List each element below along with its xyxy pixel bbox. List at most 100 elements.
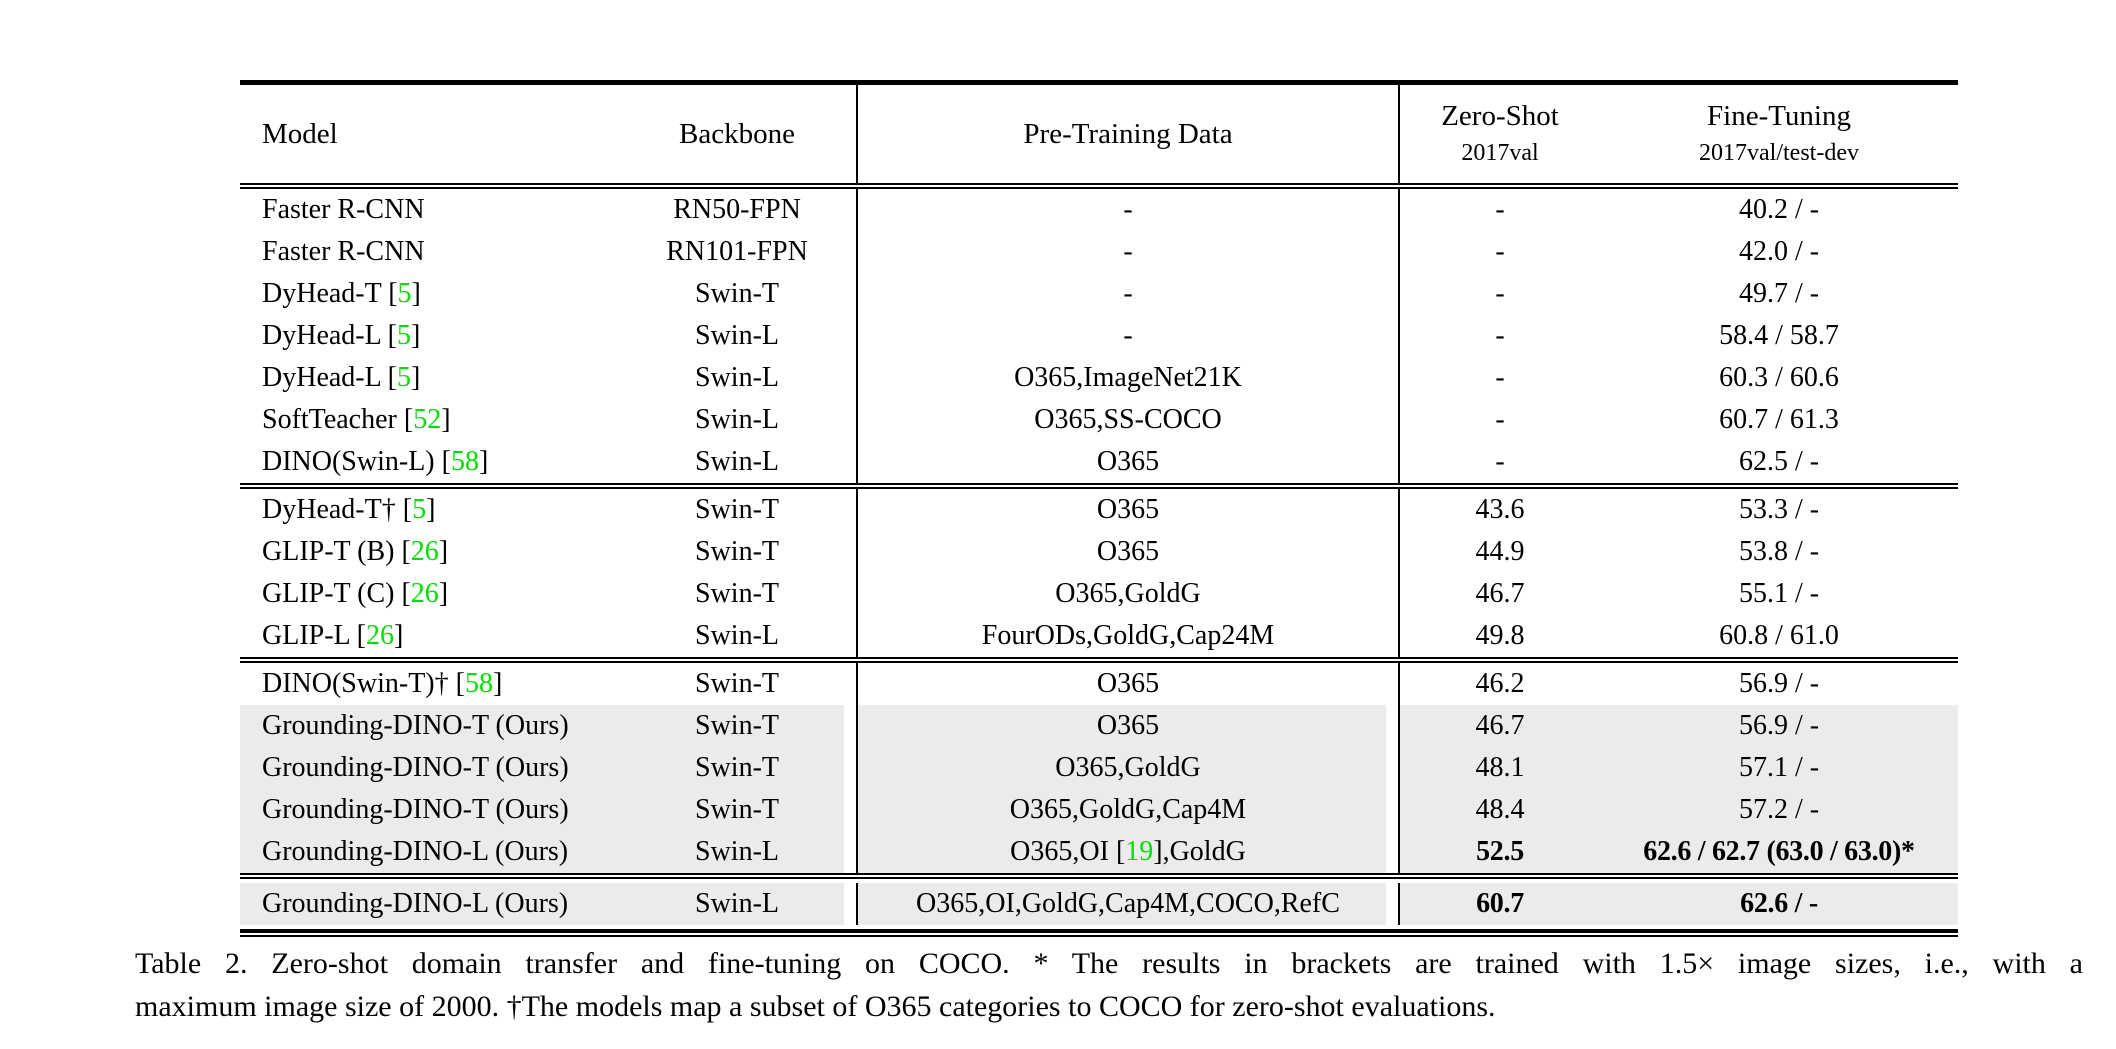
cell-model: DyHead-L [5] (262, 362, 421, 393)
cell-backbone: Swin-L (618, 831, 858, 873)
cell-backbone: Swin-L (618, 441, 858, 483)
table-row: DyHead-T† [5] Swin-T O365 43.6 53.3 / - (240, 489, 1958, 531)
cell-fine-tuning: 56.9 / - (1600, 705, 1958, 747)
cell-pretrain: O365 (858, 441, 1400, 483)
cell-pretrain: O365,GoldG (858, 747, 1400, 789)
zero-shot-subtitle: 2017val (1461, 139, 1539, 166)
cell-zero-shot: 49.8 (1475, 620, 1525, 651)
cell-pretrain: - (858, 315, 1400, 357)
citation-ref: 58 (450, 446, 479, 477)
cell-fine-tuning: 60.3 / 60.6 (1719, 362, 1839, 393)
citation-ref: 26 (365, 620, 394, 651)
cell-model: GLIP-L [26] (262, 620, 404, 651)
table-row: Grounding-DINO-L (Ours) Swin-L O365,OI,Gol… (240, 883, 1958, 925)
table-row: DyHead-T [5] Swin-T - -49.7 / - (240, 273, 1958, 315)
cell-backbone: Swin-L (618, 399, 858, 441)
table-row: Grounding-DINO-T (Ours) Swin-T O365 46.7 56.… (240, 705, 1958, 747)
cell-model: GLIP-T (C) [26] (262, 578, 449, 609)
cell-backbone: Swin-T (618, 789, 858, 831)
citation-ref: 52 (413, 404, 442, 435)
cell-pretrain: - (858, 231, 1400, 273)
cell-model: DyHead-T† [5] (262, 494, 436, 525)
cell-pretrain: FourODs,GoldG,Cap24M (858, 615, 1400, 657)
table-top-rule (240, 80, 1958, 85)
header-separator-rule (240, 183, 1958, 189)
table-row: Grounding-DINO-T (Ours) Swin-T O365,GoldG 4… (240, 747, 1958, 789)
citation-ref: 5 (412, 494, 427, 525)
cell-backbone: RN101-FPN (618, 231, 858, 273)
citation-ref: 26 (410, 578, 439, 609)
column-header-fine-tuning: Fine-Tuning 2017val/test-dev (1600, 85, 1958, 183)
cell-zero-shot: - (1495, 320, 1505, 351)
table-block-1: Faster R-CNN RN50-FPN - -40.2 / - Faster R-C… (240, 189, 1958, 483)
cell-model: DyHead-T [5] (262, 278, 421, 309)
cell-pretrain: O365,ImageNet21K (858, 357, 1400, 399)
results-table: Model Backbone Pre-Training Data Zero-Sh… (240, 80, 1958, 937)
table-row: GLIP-T (C) [26] Swin-T O365,GoldG 46.7 55.1 … (240, 573, 1958, 615)
cell-backbone: Swin-L (618, 883, 858, 925)
cell-model: Faster R-CNN (262, 194, 425, 225)
table-row: Faster R-CNN RN101-FPN - -42.0 / - (240, 231, 1958, 273)
cell-zero-shot: 46.2 (1475, 668, 1525, 699)
citation-ref: 5 (397, 278, 412, 309)
cell-pretrain: O365,OI,GoldG,Cap4M,COCO,RefC (858, 883, 1400, 925)
table-row: GLIP-T (B) [26] Swin-T O365 44.9 53.8 / - (240, 531, 1958, 573)
cell-backbone: Swin-T (618, 747, 858, 789)
cell-fine-tuning: 62.5 / - (1738, 446, 1820, 477)
table-block-4: Grounding-DINO-L (Ours) Swin-L O365,OI,Gol… (240, 883, 1958, 925)
cell-pretrain: O365,OI [19],GoldG (858, 831, 1400, 873)
cell-zero-shot: 44.9 (1475, 536, 1525, 567)
cell-zero-shot: - (1495, 362, 1505, 393)
cell-pretrain: O365,GoldG (858, 573, 1400, 615)
cell-fine-tuning: 57.1 / - (1600, 747, 1958, 789)
cell-model: Grounding-DINO-L (Ours) (240, 831, 618, 873)
citation-ref: 5 (397, 362, 412, 393)
cell-zero-shot: 46.7 (1475, 578, 1525, 609)
cell-fine-tuning: 56.9 / - (1738, 668, 1820, 699)
table-row: SoftTeacher [52] Swin-L O365,SS-COCO - 60.7 … (240, 399, 1958, 441)
cell-model: Grounding-DINO-T (Ours) (240, 747, 618, 789)
cell-zero-shot: 52.5 (1400, 831, 1600, 873)
table-row: DyHead-L [5] Swin-L - -58.4 / 58.7 (240, 315, 1958, 357)
cell-fine-tuning: 40.2 / - (1738, 194, 1820, 225)
cell-zero-shot: 48.1 (1400, 747, 1600, 789)
cell-fine-tuning: 62.6 / - (1600, 883, 1958, 925)
table-row: DINO(Swin-T)† [58] Swin-T O365 46.2 56.9 / - (240, 663, 1958, 705)
cell-backbone: Swin-T (618, 705, 858, 747)
cell-fine-tuning: 60.7 / 61.3 (1719, 404, 1839, 435)
cell-backbone: Swin-L (618, 357, 858, 399)
cell-zero-shot: - (1495, 236, 1505, 267)
cell-fine-tuning: 57.2 / - (1600, 789, 1958, 831)
cell-zero-shot: 46.7 (1400, 705, 1600, 747)
cell-zero-shot: 48.4 (1400, 789, 1600, 831)
column-header-model: Model (262, 118, 338, 150)
cell-model: Grounding-DINO-T (Ours) (240, 789, 618, 831)
cell-pretrain: O365,SS-COCO (858, 399, 1400, 441)
column-header-pretrain: Pre-Training Data (858, 85, 1400, 183)
column-header-backbone: Backbone (618, 85, 858, 183)
cell-model: GLIP-T (B) [26] (262, 536, 449, 567)
table-row: DyHead-L [5] Swin-L O365,ImageNet21K - 60.3 … (240, 357, 1958, 399)
table-block-3: DINO(Swin-T)† [58] Swin-T O365 46.2 56.9 / -… (240, 663, 1958, 873)
cell-backbone: Swin-T (618, 489, 858, 531)
cell-zero-shot: - (1495, 404, 1505, 435)
block-separator-rule (240, 483, 1958, 489)
cell-backbone: Swin-T (618, 573, 858, 615)
cell-model: Faster R-CNN (262, 236, 425, 267)
cell-model: SoftTeacher [52] (262, 404, 451, 435)
table-caption: Table 2. Zero-shot domain transfer and f… (135, 942, 2083, 1028)
citation-ref: 5 (397, 320, 412, 351)
cell-backbone: Swin-L (618, 615, 858, 657)
cell-backbone: RN50-FPN (618, 189, 858, 231)
cell-fine-tuning: 62.6 / 62.7 (63.0 / 63.0)* (1600, 831, 1958, 873)
cell-zero-shot: - (1495, 194, 1505, 225)
cell-model: DINO(Swin-L) [58] (262, 446, 489, 477)
citation-ref: 19 (1125, 836, 1154, 867)
cell-zero-shot: 43.6 (1475, 494, 1525, 525)
cell-backbone: Swin-T (618, 273, 858, 315)
cell-fine-tuning: 60.8 / 61.0 (1719, 620, 1839, 651)
citation-ref: 26 (410, 536, 439, 567)
zero-shot-title: Zero-Shot (1441, 99, 1559, 132)
cell-fine-tuning: 49.7 / - (1738, 278, 1820, 309)
table-row: GLIP-L [26] Swin-L FourODs,GoldG,Cap24M 49.… (240, 615, 1958, 657)
